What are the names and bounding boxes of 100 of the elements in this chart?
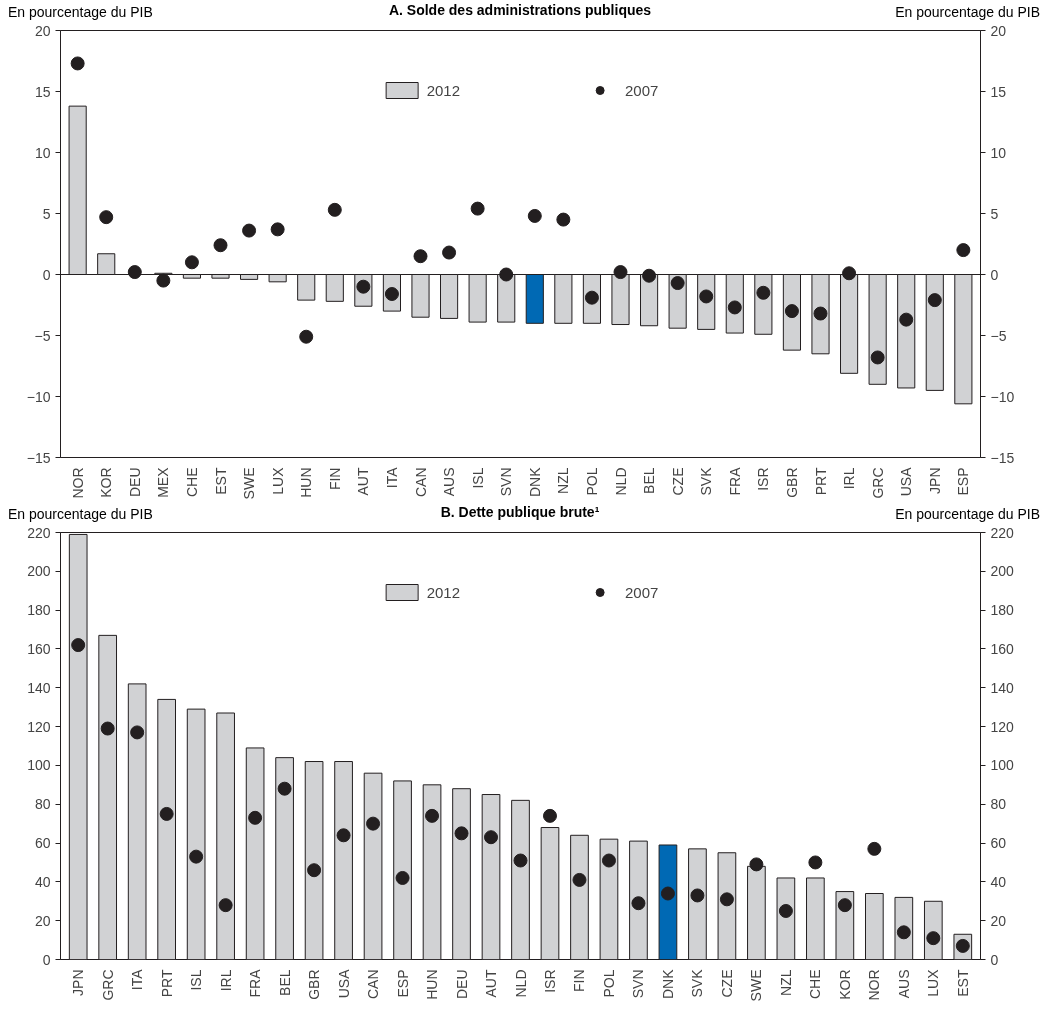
x-tick-label: USA: [335, 968, 352, 999]
x-tick-label: LUX: [269, 466, 286, 495]
x-tick-label: GRC: [869, 467, 886, 499]
point: [926, 931, 941, 946]
y2-tick-label: 0: [990, 951, 999, 968]
x-tick-label: ESP: [394, 969, 411, 998]
y2-tick-label: 160: [990, 640, 1015, 657]
point: [299, 329, 314, 344]
y-tick-label: 140: [27, 679, 51, 696]
x-tick-label: BEL: [276, 969, 293, 996]
bar: [865, 893, 884, 960]
x-tick-label: GRC: [99, 969, 116, 1001]
x-tick-label: DEU: [126, 467, 143, 498]
y-tick-label: 220: [27, 524, 51, 541]
x-tick-label: KOR: [836, 969, 853, 1000]
x-tick-label: ISL: [469, 467, 486, 489]
bar: [98, 634, 118, 960]
bar: [629, 840, 648, 960]
x-tick-label: BEL: [641, 467, 658, 494]
x-tick-label: SVN: [630, 969, 647, 999]
y2-tick-label: 5: [990, 205, 999, 222]
bar: [570, 834, 589, 960]
x-tick-label: GBR: [306, 969, 323, 1000]
point: [660, 886, 675, 901]
point: [572, 872, 587, 887]
x-tick-label: NZL: [777, 969, 794, 996]
x-tick-label: NZL: [555, 467, 572, 494]
point: [756, 285, 771, 300]
x-tick-label: FIN: [571, 969, 588, 993]
point: [784, 304, 799, 319]
point: [642, 268, 657, 283]
point: [248, 810, 263, 825]
x-tick-label: CAN: [365, 969, 382, 1000]
point: [842, 266, 857, 281]
x-tick-label: CZE: [669, 467, 686, 496]
x-tick-label: DEU: [453, 969, 470, 1000]
point: [442, 245, 457, 260]
x-tick-label: ITA: [129, 968, 146, 991]
x-tick-label: HUN: [424, 969, 441, 1000]
y-tick-label: −5: [34, 327, 51, 344]
y2-tick-label: 100: [990, 757, 1015, 774]
bar: [422, 784, 442, 960]
legend-label: 2012: [426, 583, 460, 601]
point: [749, 857, 764, 872]
bar: [245, 747, 265, 960]
x-tick-label: IRL: [841, 467, 858, 490]
y-tick-label: 160: [27, 640, 51, 657]
x-tick-label: PRT: [158, 969, 175, 998]
y-tick-label: 0: [42, 951, 51, 968]
x-tick-label: FRA: [247, 968, 264, 998]
x-tick-label: EST: [954, 969, 971, 997]
y-tick-label: −10: [26, 388, 51, 405]
y-axis-title: En pourcentage du PIB: [8, 505, 153, 524]
x-tick-label: MEX: [155, 466, 172, 498]
y-tick-label: 40: [34, 873, 51, 890]
bar: [393, 780, 412, 960]
bar: [334, 761, 353, 960]
x-tick-label: IRL: [217, 969, 234, 992]
bar: [452, 788, 471, 960]
bar: [481, 794, 501, 960]
y-tick-label: 100: [27, 757, 51, 774]
point: [184, 255, 199, 270]
y2-tick-label: 80: [990, 796, 1007, 813]
point: [159, 806, 174, 821]
point: [425, 808, 440, 823]
y2-axis-title: En pourcentage du PIB: [895, 505, 1040, 524]
x-tick-label: SVN: [498, 467, 515, 497]
y-axis-title: En pourcentage du PIB: [8, 3, 153, 22]
point: [670, 276, 685, 291]
point: [336, 828, 351, 843]
x-tick-label: AUS: [441, 467, 458, 497]
y-tick-label: −15: [26, 449, 51, 466]
bar: [658, 844, 678, 960]
point: [927, 293, 942, 308]
bar: [186, 708, 206, 960]
x-tick-label: ISR: [541, 969, 558, 993]
x-tick-label: AUT: [355, 467, 372, 496]
point: [189, 849, 204, 864]
point: [513, 853, 528, 868]
point: [631, 896, 646, 911]
y2-tick-label: 20: [990, 912, 1007, 929]
point: [956, 243, 971, 258]
point: [690, 888, 705, 903]
bar: [304, 761, 324, 960]
point: [899, 312, 914, 327]
point: [242, 223, 257, 238]
x-tick-label: ITA: [383, 466, 400, 489]
legend-label: 2007: [625, 583, 659, 601]
x-tick-label: SVK: [698, 466, 715, 496]
bar: [363, 772, 383, 960]
point: [395, 870, 410, 885]
y2-tick-label: 220: [990, 524, 1015, 541]
x-tick-label: CAN: [412, 467, 429, 498]
point: [484, 830, 499, 845]
point: [413, 249, 428, 264]
x-tick-label: PRT: [812, 467, 829, 496]
x-tick-label: DNK: [659, 968, 676, 1000]
y2-tick-label: −10: [990, 388, 1015, 405]
point: [601, 853, 616, 868]
x-tick-label: ISL: [188, 969, 205, 991]
